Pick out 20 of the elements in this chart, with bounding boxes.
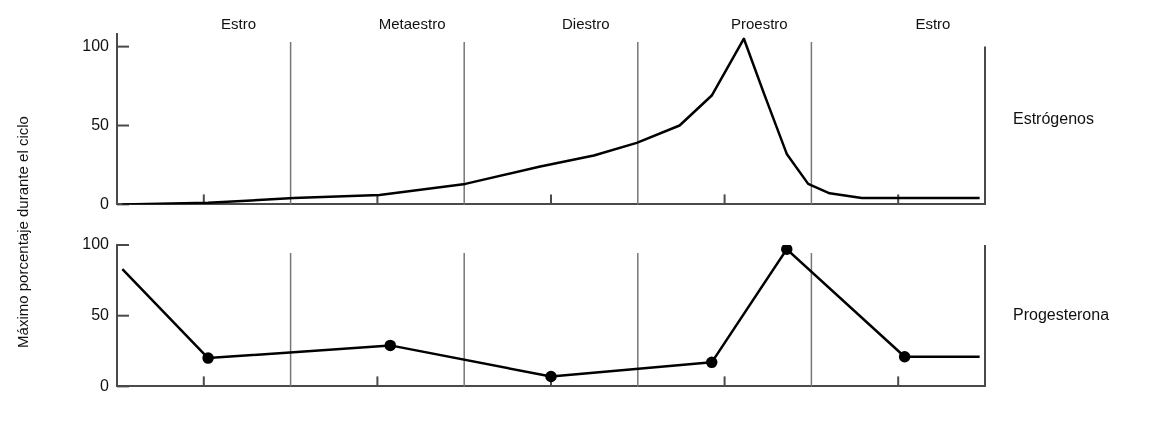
text: Estro	[915, 15, 951, 33]
point	[384, 339, 397, 352]
point	[202, 352, 214, 364]
y-tick-label: 50	[91, 115, 110, 133]
text: Estro	[221, 15, 257, 33]
text: Proestro	[730, 15, 788, 33]
text: Estrógenos	[1013, 109, 1094, 127]
y-axis-title: Máximo porcentaje durante el ciclo	[13, 116, 31, 348]
point	[898, 350, 911, 363]
point	[781, 245, 793, 255]
y-tick-label: 0	[100, 194, 110, 212]
y-tick-label: 100	[82, 235, 110, 253]
y-tick-label: 50	[91, 306, 110, 324]
text: Diestro	[561, 15, 610, 33]
point	[705, 356, 718, 369]
text: Progesterona	[1013, 306, 1110, 324]
text: Metaestro	[378, 15, 446, 33]
y-tick-label: 100	[82, 37, 110, 55]
point	[545, 370, 557, 383]
y-tick-label: 0	[100, 376, 110, 394]
